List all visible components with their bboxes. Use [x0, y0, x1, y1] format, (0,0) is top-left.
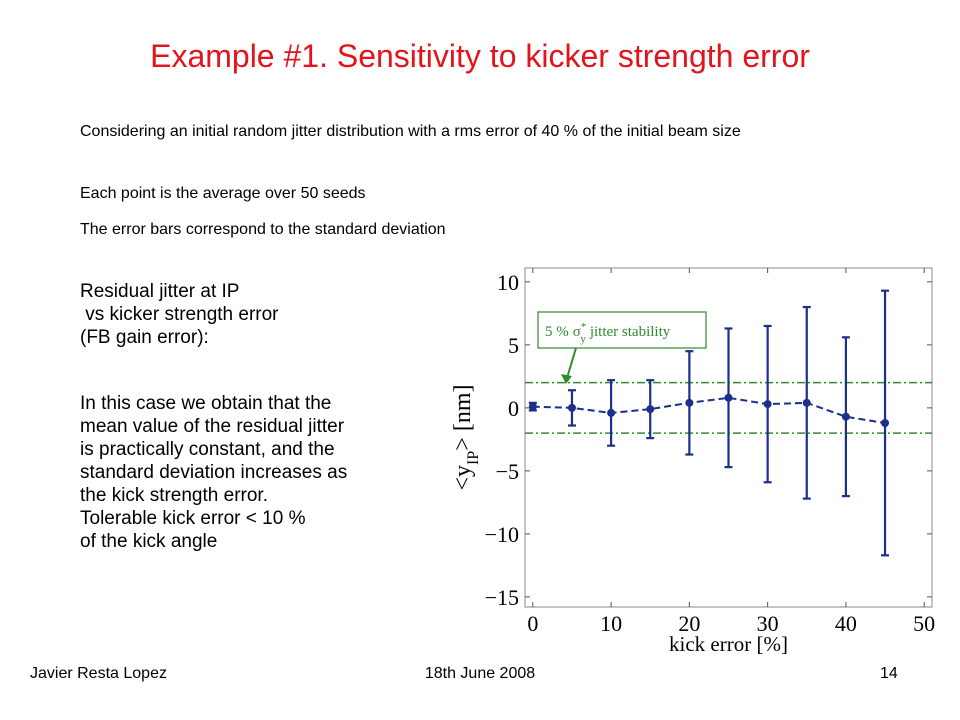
- y-tick-label: 10: [497, 270, 519, 295]
- data-point: [567, 403, 576, 412]
- mean-line: [532, 396, 886, 424]
- slide-title: Example #1. Sensitivity to kicker streng…: [150, 38, 810, 74]
- text-line: is practically constant, and the: [80, 439, 335, 460]
- text-line: Residual jitter at IP: [80, 281, 240, 302]
- text-line: Tolerable kick error < 10 %: [80, 508, 306, 529]
- y-label-part: <y: [450, 465, 476, 491]
- x-tick-label: 20: [678, 611, 700, 636]
- data-point: [841, 412, 850, 421]
- data-point: [685, 398, 694, 407]
- y-tick-label: 0: [508, 396, 519, 421]
- text-line: of the kick angle: [80, 531, 218, 552]
- text-line: (FB gain error):: [80, 327, 209, 348]
- x-tick-label: 30: [757, 611, 779, 636]
- annotation-part: *: [581, 321, 587, 333]
- data-point: [724, 393, 733, 402]
- x-tick-label: 0: [527, 611, 538, 636]
- annotation-arrow: [566, 347, 577, 379]
- data-point: [881, 419, 890, 428]
- data-point: [802, 398, 811, 407]
- x-axis-label: kick error [%]: [669, 632, 788, 656]
- text-block: Residual jitter at IP vs kicker strength…: [80, 280, 279, 349]
- y-axis-label: <yIP> [nm]: [450, 385, 482, 491]
- annotation-part: 5 %: [545, 324, 569, 340]
- y-tick-label: −5: [496, 459, 519, 484]
- annotation-box: [537, 311, 707, 349]
- bullet: Considering an initial random jitter dis…: [80, 123, 741, 140]
- data-point: [646, 405, 655, 414]
- y-tick-label: −15: [485, 585, 519, 610]
- text-line: mean value of the residual jitter: [80, 416, 345, 437]
- x-tick-label: 40: [835, 611, 857, 636]
- footer-page: 14: [880, 665, 898, 682]
- y-tick-label: 5: [508, 333, 519, 358]
- y-label-part: IP: [465, 451, 482, 465]
- data-point: [763, 400, 772, 409]
- x-tick-label: 10: [600, 611, 622, 636]
- y-label-part: > [nm]: [450, 385, 476, 451]
- annotation-part: jitter stability: [589, 324, 671, 340]
- data-point: [607, 408, 616, 417]
- plot-frame: [524, 267, 933, 608]
- text-line: standard deviation increases as: [80, 462, 348, 483]
- annotation-part: y: [580, 333, 586, 345]
- bullet: The error bars correspond to the standar…: [80, 221, 446, 238]
- y-tick-label: −10: [485, 522, 519, 547]
- text-line: the kick strength error.: [80, 485, 268, 506]
- annotation: 5 % σ* y jitter stability: [545, 321, 671, 345]
- footer-date: 18th June 2008: [424, 665, 536, 682]
- text-block: In this case we obtain that the mean valu…: [80, 392, 347, 553]
- bullet: Each point is the average over 50 seeds: [80, 185, 366, 202]
- footer-author: Javier Resta Lopez: [30, 665, 167, 682]
- x-tick-label: 50: [913, 611, 935, 636]
- text-line: In this case we obtain that the: [80, 393, 332, 414]
- data-point: [528, 402, 537, 411]
- annotation-arrowhead: [561, 374, 572, 384]
- annotation-part: σ: [573, 324, 581, 340]
- text-line: vs kicker strength error: [80, 304, 279, 325]
